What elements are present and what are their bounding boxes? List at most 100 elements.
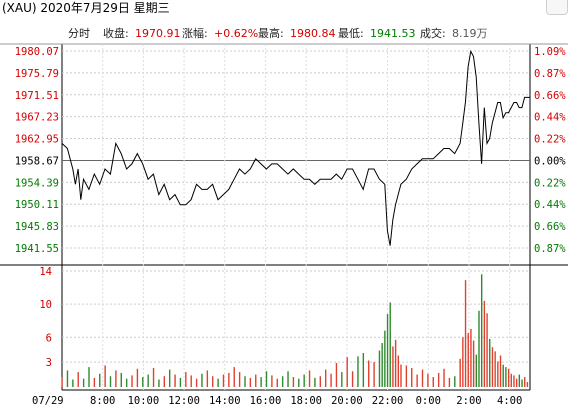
volume-bar <box>125 378 128 387</box>
volume-bar <box>505 367 507 387</box>
volume-bar <box>72 379 74 387</box>
volume-bar <box>464 280 467 387</box>
volume-bar <box>462 337 464 387</box>
volume-bar <box>212 376 214 387</box>
volume-bar <box>499 355 502 387</box>
volume-bar <box>179 377 182 387</box>
volume-bar <box>120 372 122 387</box>
volume-bar <box>341 372 343 387</box>
time-tick-label: 18:00 <box>290 395 322 407</box>
volume-bar <box>163 376 166 387</box>
volume-bar <box>233 367 235 387</box>
time-tick-label: 10:00 <box>128 395 160 407</box>
volume-tick-label: 14 <box>39 266 52 278</box>
volume-bar <box>502 364 504 387</box>
volume-bar <box>82 378 85 387</box>
volume-bar <box>526 382 529 387</box>
volume-bar <box>228 372 230 387</box>
volume-bar <box>489 338 491 387</box>
volume-bar <box>346 357 348 387</box>
time-tick-label: 20:00 <box>331 395 363 407</box>
volume-bar <box>244 376 246 387</box>
volume-bar <box>185 372 187 387</box>
volume-tick-label: 6 <box>46 332 52 344</box>
volume-bar <box>298 378 300 387</box>
volume-bar <box>494 351 496 387</box>
volume-bar <box>206 370 209 387</box>
volume-bar <box>195 378 198 387</box>
volume-bar <box>292 377 295 387</box>
volume-axis: 14 10 6 3 <box>39 266 52 369</box>
time-tick-label: 16:00 <box>250 395 282 407</box>
percent-tick-label: 0.44% <box>534 199 566 211</box>
volume-bar <box>443 368 445 387</box>
volume-bar <box>373 362 375 387</box>
percent-tick-label: 0.66% <box>534 221 566 233</box>
volume-bar <box>416 374 418 387</box>
volume-bar <box>190 375 192 387</box>
volume-bar <box>472 340 475 387</box>
volume-bar <box>217 378 219 387</box>
volume-bar <box>397 355 400 387</box>
time-axis: 07/29 8:00 10:00 12:00 14:00 16:00 18:00 20:00 2… <box>32 395 522 407</box>
volume-bar <box>427 373 429 387</box>
volume-bar <box>381 343 383 387</box>
volume-bar <box>405 365 408 387</box>
volume-bar <box>483 300 486 387</box>
volume-bar <box>265 371 268 387</box>
time-tick-label: 8:00 <box>90 395 115 407</box>
volume-bar <box>459 358 461 387</box>
price-tick-label: 1950.11 <box>15 199 59 211</box>
volume-bar <box>437 372 440 387</box>
volume-label: 成交: <box>420 27 446 40</box>
volume-bar <box>249 377 252 387</box>
volume-bar <box>400 364 402 387</box>
volume-bar <box>88 367 90 387</box>
volume-bar <box>470 329 472 387</box>
price-tick-label: 1962.95 <box>15 134 59 146</box>
volume-bar <box>260 377 262 387</box>
volume-bar <box>271 375 273 387</box>
volume-bar <box>308 370 311 387</box>
volume-bar <box>66 370 69 387</box>
volume-bar <box>93 377 96 387</box>
volume-bar <box>384 330 386 387</box>
volume-bar <box>238 372 241 387</box>
volume-bar <box>142 377 144 387</box>
volume-bar <box>394 339 397 387</box>
time-tick-label: 07/29 <box>32 395 64 407</box>
chart-grid <box>0 43 568 391</box>
volume-bar <box>115 370 117 387</box>
volume-bar <box>357 356 359 387</box>
volume-bar <box>351 371 354 387</box>
volume-bar <box>319 376 322 387</box>
price-tick-label: 1945.83 <box>15 221 59 233</box>
time-tick-label: 12:00 <box>168 395 200 407</box>
volume-bar <box>99 373 101 387</box>
percent-axis-right: 1.09% 0.87% 0.66% 0.44% 0.22% 0.00% 0.22% 0.44%… <box>534 46 566 255</box>
window-titlebar: (XAU) 2020年7月29日 星期三 <box>0 0 568 17</box>
volume-bar <box>454 376 456 387</box>
volume-bar <box>524 377 526 387</box>
volume-bar <box>368 360 370 387</box>
price-line <box>61 49 530 246</box>
volume-bar <box>518 374 521 387</box>
volume-bar <box>201 373 203 387</box>
volume-bar <box>480 274 483 387</box>
percent-tick-label: 0.22% <box>534 134 566 146</box>
timeshare-label[interactable]: 分时 <box>68 27 90 40</box>
price-tick-label: 1958.67 <box>15 155 59 167</box>
volume-bar <box>303 374 305 387</box>
volume-bar <box>475 354 478 387</box>
percent-tick-label: 0.22% <box>534 177 566 189</box>
volume-bar <box>513 375 515 387</box>
price-tick-label: 1971.51 <box>15 90 59 102</box>
volume-bar <box>378 350 381 387</box>
volume-bar <box>486 313 488 387</box>
window-title: (XAU) 2020年7月29日 星期三 <box>2 1 170 15</box>
time-tick-label: 2:00 <box>456 395 481 407</box>
price-tick-label: 1980.07 <box>15 46 59 58</box>
volume-value: 8.19万 <box>452 27 488 40</box>
volume-bar <box>174 374 176 387</box>
